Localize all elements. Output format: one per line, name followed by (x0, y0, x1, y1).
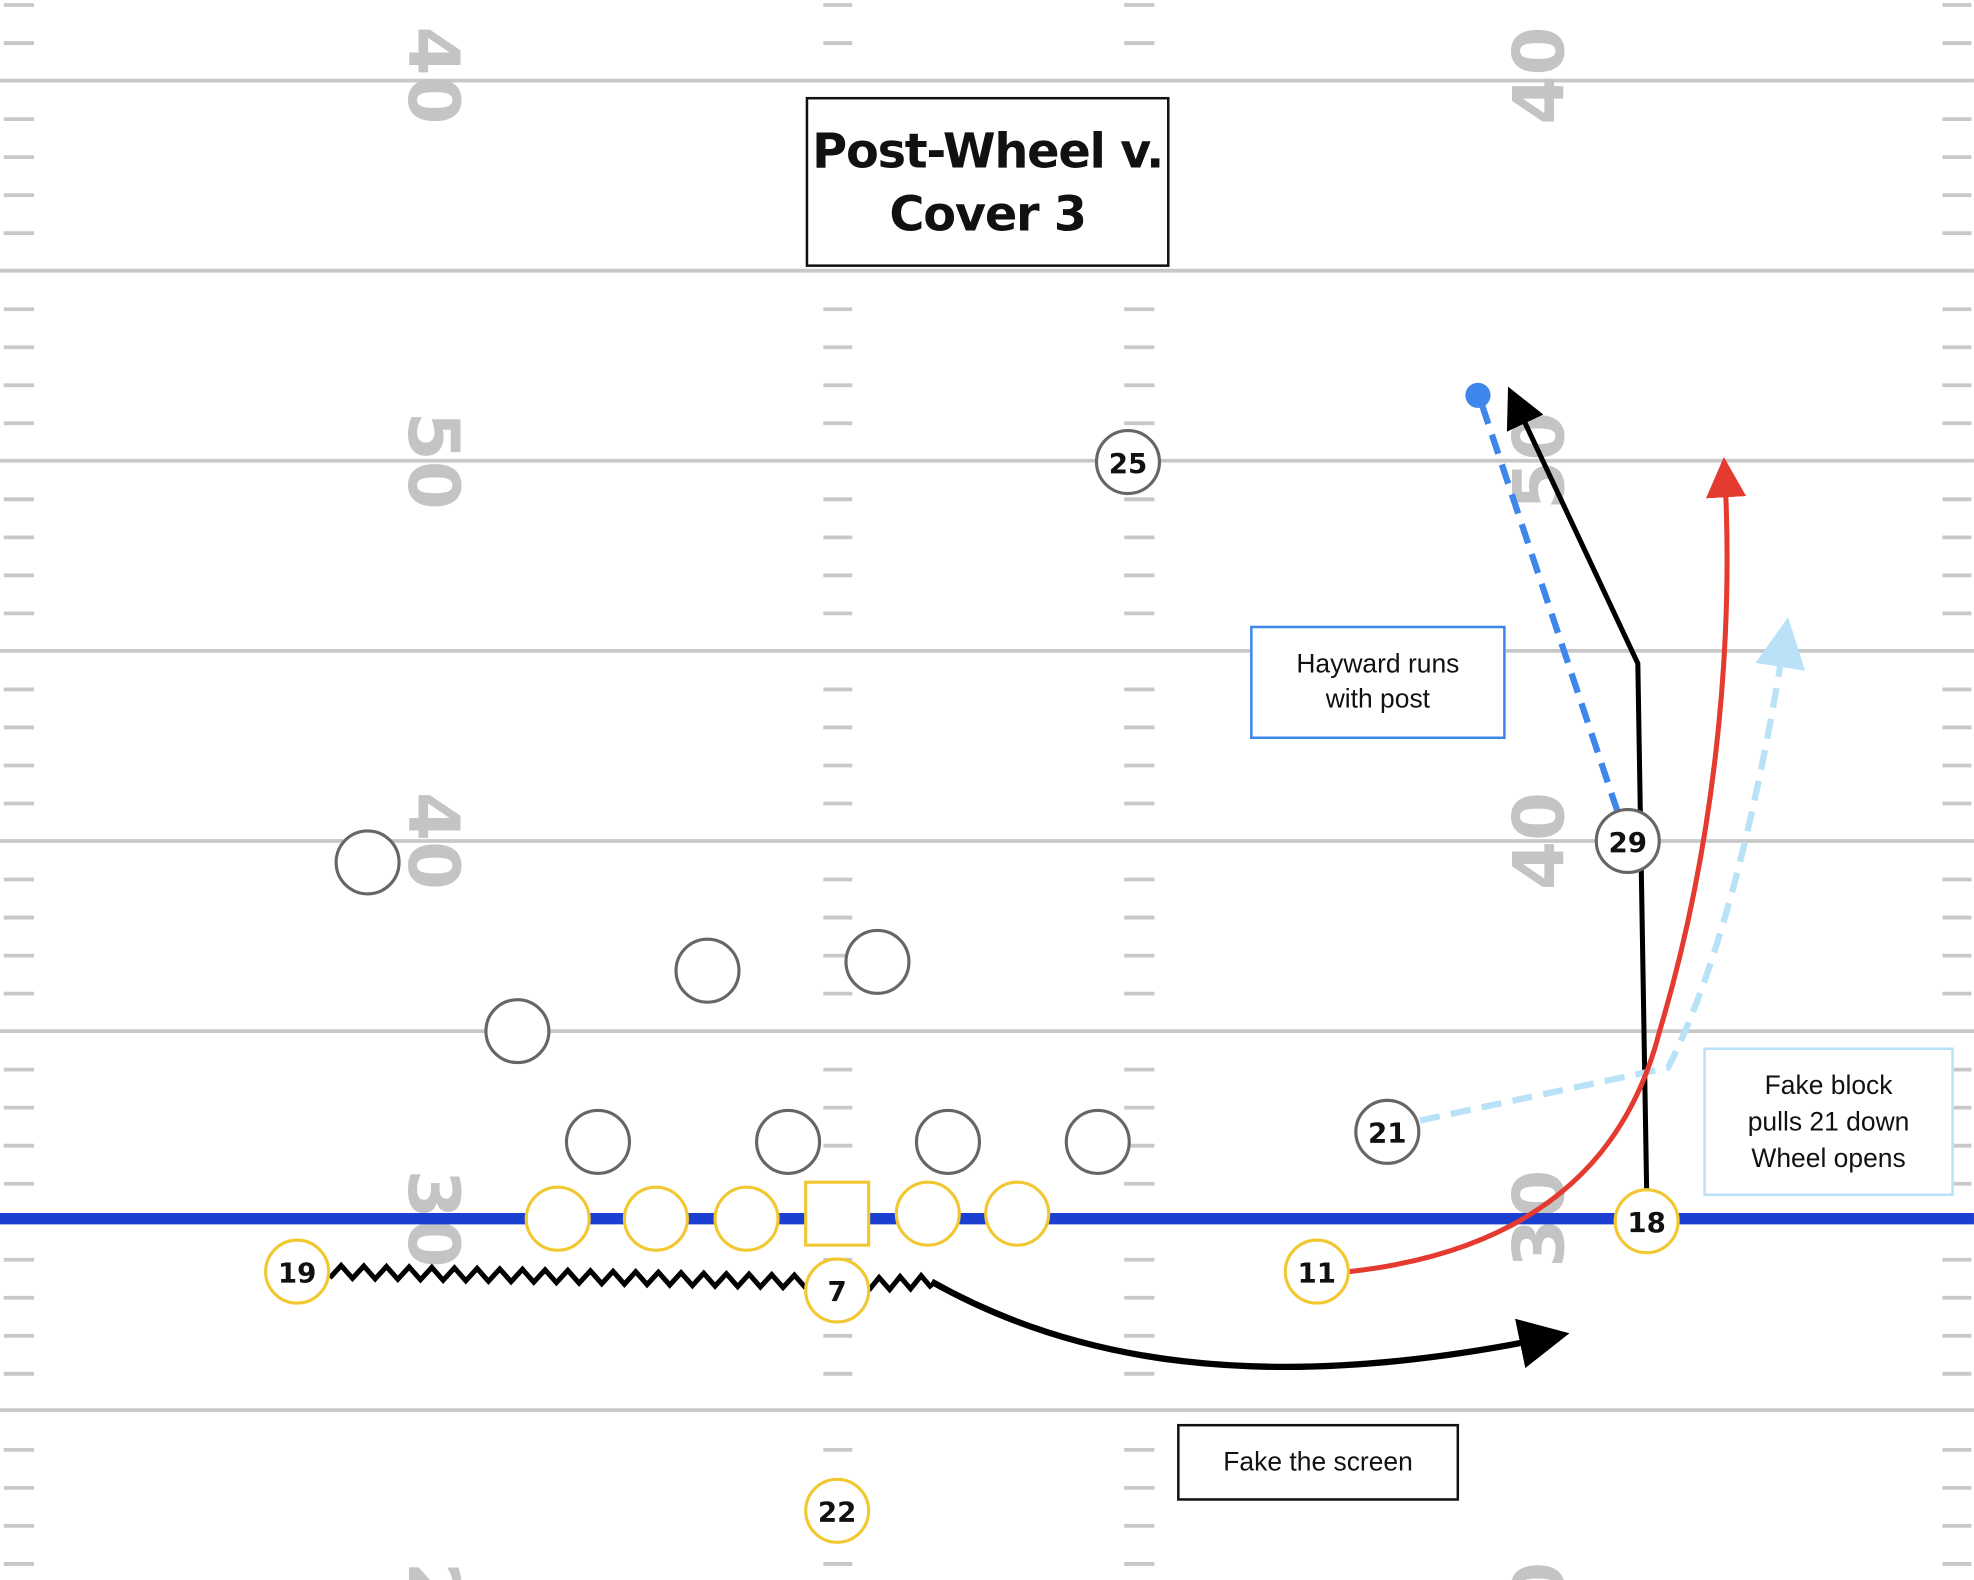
note-line: Fake the screen (1223, 1447, 1413, 1477)
yard-number-left: 50 (392, 412, 474, 510)
player-number: 19 (278, 1256, 317, 1289)
screen-fake-route (930, 1278, 1570, 1371)
yard-number-right: 40 (1499, 792, 1581, 890)
defender[interactable] (755, 1108, 822, 1175)
yard-number-left: 2 (392, 1562, 474, 1580)
defense (334, 429, 1661, 1175)
defender[interactable] (484, 998, 551, 1065)
defender[interactable] (674, 937, 741, 1004)
yard-number-left: 40 (392, 792, 474, 890)
player-number: 18 (1627, 1206, 1666, 1239)
motion-zigzag (327, 1261, 934, 1294)
defender-29[interactable] (1594, 807, 1661, 875)
defender-25[interactable] (1094, 429, 1162, 496)
defender-21[interactable] (1354, 1098, 1421, 1165)
note-line: with post (1325, 684, 1431, 714)
fake-screen-note: Fake the screen (1177, 1423, 1460, 1501)
player-7[interactable] (804, 1257, 871, 1324)
note-line: Wheel opens (1751, 1143, 1906, 1173)
center[interactable] (804, 1180, 871, 1247)
offensive-lineman[interactable] (894, 1180, 961, 1247)
yard-number-right: 40 (1499, 26, 1581, 124)
yard-number-right: 0 (1499, 1562, 1581, 1580)
player-11[interactable] (1283, 1238, 1350, 1305)
note-line: Fake block (1764, 1070, 1893, 1100)
fake-block-note: Fake block pulls 21 down Wheel opens (1703, 1047, 1954, 1197)
note-line: pulls 21 down (1747, 1107, 1910, 1137)
defender-number: 25 (1109, 447, 1148, 480)
defender[interactable] (914, 1108, 981, 1175)
offensive-lineman[interactable] (524, 1185, 591, 1252)
post-route (1506, 386, 1650, 1190)
offense (264, 1180, 1680, 1544)
note-line: Hayward runs (1296, 649, 1460, 679)
defender[interactable] (334, 829, 401, 896)
defender[interactable] (564, 1108, 632, 1175)
player-number: 22 (818, 1496, 857, 1529)
hayward-note: Hayward runs with post (1250, 625, 1506, 740)
defender-number: 29 (1608, 826, 1647, 859)
player-number: 11 (1298, 1256, 1337, 1289)
player-18[interactable] (1613, 1188, 1680, 1255)
wheel-route (1349, 457, 1747, 1275)
defender-29-endpoint (1465, 382, 1491, 408)
defender-21-path (1419, 617, 1806, 1124)
defender[interactable] (1064, 1108, 1131, 1175)
defender-29-path (1477, 399, 1621, 814)
player-22[interactable] (804, 1477, 871, 1544)
offensive-lineman[interactable] (984, 1180, 1051, 1247)
defender-number: 21 (1368, 1117, 1407, 1150)
offensive-lineman[interactable] (713, 1185, 780, 1252)
title-line: Cover 3 (889, 185, 1087, 242)
defender[interactable] (844, 928, 911, 995)
play-title: Post-Wheel v. Cover 3 (805, 96, 1170, 267)
yard-number-left: 40 (392, 26, 474, 124)
title-line: Post-Wheel v. (812, 122, 1164, 179)
offensive-lineman[interactable] (622, 1185, 689, 1252)
player-number: 7 (828, 1275, 847, 1308)
player-19[interactable] (264, 1238, 331, 1305)
